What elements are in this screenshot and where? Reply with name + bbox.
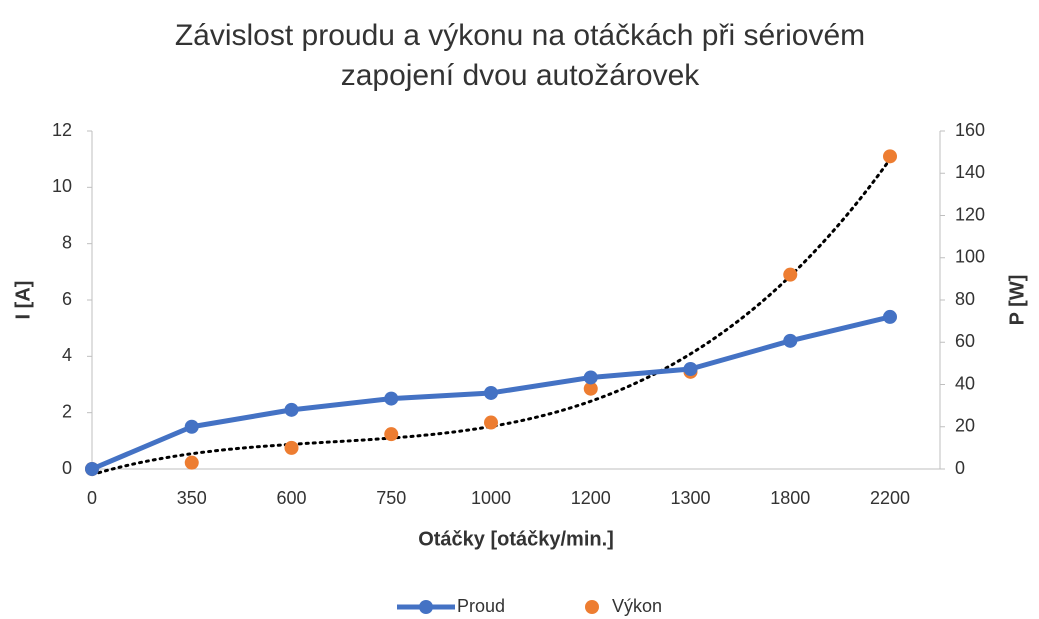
y2-tick-label: 100 <box>955 247 985 267</box>
x-tick-label: 1200 <box>571 488 611 508</box>
y2-tick-label: 60 <box>955 331 975 351</box>
y-tick-label: 6 <box>62 289 72 309</box>
scatter-point <box>583 381 598 396</box>
scatter-point <box>783 267 798 282</box>
legend-marker <box>419 600 433 614</box>
scatter-point <box>284 440 299 455</box>
y2-tick-label: 80 <box>955 289 975 309</box>
line-marker <box>783 333 798 348</box>
x-tick-label: 1300 <box>670 488 710 508</box>
chart-title: Závislost proudu a výkonu na otáčkách př… <box>174 19 866 92</box>
legend-label: Výkon <box>612 596 662 616</box>
y2-tick-label: 140 <box>955 162 985 182</box>
legend-label: Proud <box>457 596 505 616</box>
x-tick-label: 0 <box>87 488 97 508</box>
scatter-point <box>184 455 199 470</box>
trendline <box>90 157 892 477</box>
scatter-point <box>484 415 498 430</box>
x-tick-label: 350 <box>177 488 207 508</box>
y2-axis-title: P [W] <box>1006 275 1028 326</box>
line-marker <box>384 391 399 406</box>
x-tick-label: 2200 <box>870 488 910 508</box>
y-tick-label: 0 <box>62 458 72 478</box>
x-tick-label: 1000 <box>471 488 511 508</box>
scatter-point <box>384 427 399 442</box>
line-marker <box>583 370 598 385</box>
y-tick-label: 4 <box>62 345 72 365</box>
line-marker <box>683 362 698 377</box>
y-tick-label: 12 <box>52 120 72 140</box>
line-marker <box>883 309 897 324</box>
y-tick-label: 2 <box>62 401 72 421</box>
line-marker <box>484 385 498 400</box>
y2-tick-label: 40 <box>955 373 975 393</box>
y2-tick-label: 20 <box>955 416 975 436</box>
line-marker <box>284 402 299 417</box>
y2-tick-label: 120 <box>955 204 985 224</box>
x-axis-title: Otáčky [otáčky/min.] <box>418 528 614 550</box>
y-tick-label: 10 <box>52 176 72 196</box>
line-marker <box>85 462 99 476</box>
x-tick-label: 1800 <box>770 488 810 508</box>
y2-tick-label: 0 <box>955 458 965 478</box>
y-tick-label: 8 <box>62 232 72 252</box>
line-marker <box>184 419 199 434</box>
scatter-point <box>883 149 897 164</box>
legend-marker <box>585 600 599 614</box>
y-axis-title: I [A] <box>12 281 34 320</box>
x-tick-label: 750 <box>376 488 406 508</box>
x-tick-label: 600 <box>276 488 306 508</box>
y2-tick-label: 160 <box>955 120 985 140</box>
